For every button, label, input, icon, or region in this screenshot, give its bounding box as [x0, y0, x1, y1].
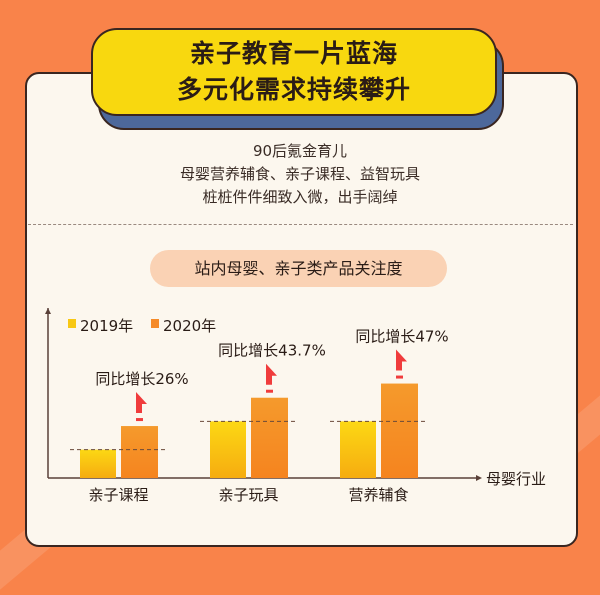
bar-2020 [251, 397, 288, 478]
growth-annotation: 同比增长47% [355, 328, 448, 346]
intro-line: 桩桩件件细致入微，出手阔绰 [202, 188, 398, 206]
x-axis-arrow-icon [476, 475, 482, 481]
bar-2019 [210, 421, 246, 478]
growth-arrow-dot [396, 375, 403, 379]
bar-2019 [80, 449, 116, 478]
legend-label: 2019年 [80, 317, 133, 335]
growth-arrow-dot [136, 418, 143, 422]
title-line-2: 多元化需求持续攀升 [176, 75, 411, 104]
section-label: 站内母婴、亲子类产品关注度 [150, 250, 447, 287]
growth-annotation: 同比增长26% [95, 370, 188, 388]
divider [28, 224, 573, 225]
category-label: 亲子玩具 [218, 486, 278, 504]
content-card [25, 72, 578, 547]
growth-arrow-icon [396, 349, 407, 371]
legend-swatch [68, 319, 76, 328]
growth-arrow-icon [266, 363, 277, 385]
category-label: 亲子课程 [88, 486, 148, 504]
growth-arrow-dot [266, 389, 273, 393]
bar-2020 [381, 383, 418, 478]
growth-arrow-icon [136, 392, 147, 414]
legend-swatch [151, 319, 159, 328]
intro-text: 90后氪金育儿 母婴营养辅食、亲子课程、益智玩具 桩桩件件细致入微，出手阔绰 [0, 140, 600, 209]
category-label: 营养辅食 [348, 486, 408, 504]
bar-2019 [340, 421, 376, 478]
bar-2020 [121, 426, 158, 478]
intro-line: 母婴营养辅食、亲子课程、益智玩具 [179, 165, 420, 183]
title-banner: 亲子教育一片蓝海 多元化需求持续攀升 [91, 28, 497, 116]
x-axis-label: 母婴行业 [486, 470, 546, 488]
intro-line: 90后氪金育儿 [252, 142, 348, 160]
y-axis-arrow-icon [45, 308, 51, 314]
legend-label: 2020年 [163, 317, 216, 335]
title-line-1: 亲子教育一片蓝海 [189, 39, 398, 68]
growth-annotation: 同比增长43.7% [218, 342, 326, 360]
